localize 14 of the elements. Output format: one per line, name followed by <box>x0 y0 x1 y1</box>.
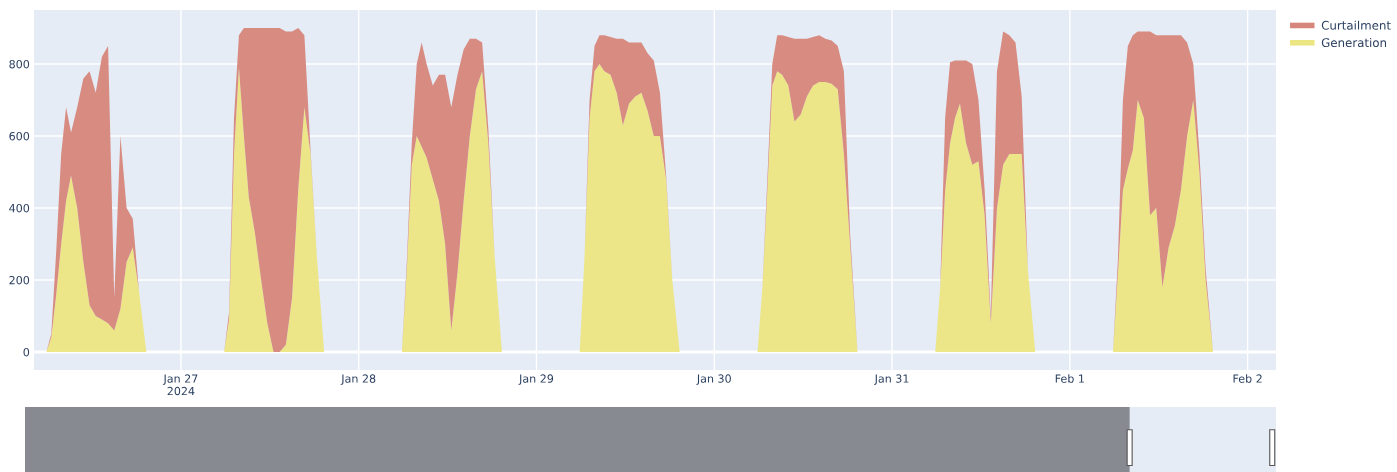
y-tick-label: 0 <box>23 347 30 357</box>
y-tick-label: 200 <box>9 275 30 285</box>
x-tick-label: Jan 28 <box>340 374 376 385</box>
x-tick-label: Jan 27 2024 <box>162 374 198 396</box>
y-tick-label: 600 <box>9 131 30 141</box>
y-tick-label: 800 <box>9 59 30 69</box>
legend-label: Generation <box>1321 37 1387 48</box>
legend-label: Curtailment <box>1321 20 1391 30</box>
x-tick-label: Feb 1 <box>1055 374 1084 383</box>
x-tick-label: Jan 31 <box>874 374 909 385</box>
x-tick-label: Feb 2 <box>1233 374 1262 383</box>
x-tick-label: Jan 30 <box>696 374 731 385</box>
x-tick-label: Jan 29 <box>518 374 554 385</box>
y-tick-label: 400 <box>9 203 30 213</box>
